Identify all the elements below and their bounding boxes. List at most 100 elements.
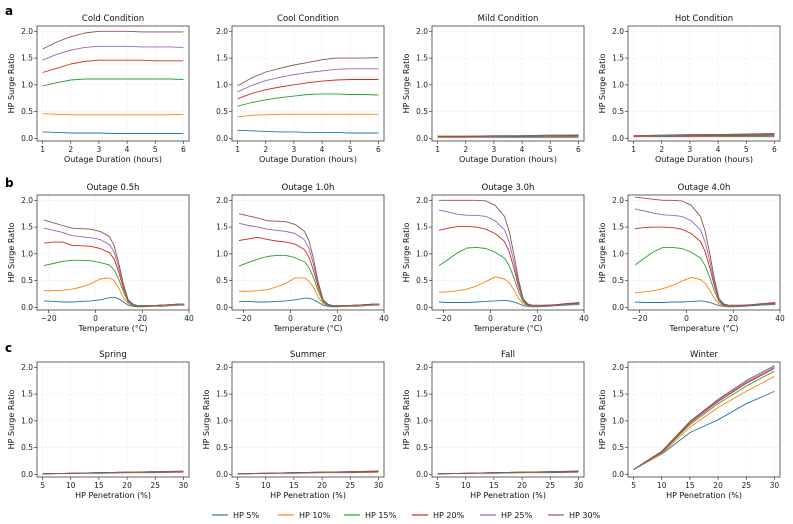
x-tick-label: 10: [66, 481, 76, 490]
x-axis-label: Outage Duration (hours): [64, 155, 162, 164]
axes-frame: [627, 25, 781, 142]
y-tick-label: 2.0: [416, 196, 428, 205]
legend-item-hp-10: HP 10%: [278, 511, 331, 520]
x-axis-label: Outage Duration (hours): [655, 155, 753, 164]
x-tick-label: 20: [122, 481, 132, 490]
x-tick-label: 5: [348, 145, 353, 154]
x-tick-label: 10: [261, 481, 271, 490]
series-line-hp-30: [633, 133, 775, 137]
y-tick-label: 0.5: [612, 276, 624, 285]
panel-title: Fall: [501, 350, 515, 360]
panel-title: Hot Condition: [675, 14, 733, 24]
panel-title: Spring: [99, 350, 126, 360]
axes-frame: [431, 25, 585, 142]
panel-title: Cold Condition: [82, 14, 144, 24]
legend: HP 5% HP 10% HP 15% HP 20% HP 25% HP 30%: [212, 511, 601, 520]
y-tick-label: 1.0: [216, 80, 228, 89]
x-tick-label: 2: [68, 145, 73, 154]
y-tick-label: 0.5: [216, 276, 228, 285]
series-line-hp-10: [42, 113, 184, 116]
x-tick-label: 20: [317, 481, 327, 490]
panel-fall: 5 10 15 20 25 30 0.0 0.5 1.0 1.5 2.0 Fall HP Penetra…: [402, 350, 585, 500]
x-axis-label: HP Penetration (%): [666, 491, 742, 500]
panel-title: Outage 1.0h: [282, 183, 335, 193]
series-line-hp-5: [237, 129, 379, 134]
y-tick-label: 0.0: [416, 470, 428, 479]
x-tick-label: 4: [320, 145, 325, 154]
x-axis-label: HP Penetration (%): [75, 491, 151, 500]
y-tick-label: 0.0: [612, 303, 624, 312]
y-axis-label: HP Surge Ratio: [7, 390, 16, 450]
panel-title: Outage 4.0h: [678, 183, 731, 193]
y-tick-label: 2.0: [612, 363, 624, 372]
series-line-hp-5: [239, 297, 380, 308]
series-line-hp-5: [438, 299, 580, 308]
x-axis-label: HP Penetration (%): [270, 491, 346, 500]
series-line-hp-25: [42, 45, 184, 61]
axes-frame: [627, 194, 781, 311]
series-line-hp-30: [437, 470, 579, 475]
series-line-hp-20: [42, 59, 184, 73]
y-tick-label: 0.5: [416, 107, 428, 116]
x-tick-label: 30: [179, 481, 189, 490]
y-tick-label: 0.5: [612, 107, 624, 116]
y-tick-label: 0.0: [21, 303, 33, 312]
chart-panels: 1 2 3 4 5 6 0.0 0.5 1.0 1.5 2.0 Cold Condition Outag…: [7, 14, 785, 500]
panel-hot-condition: 1 2 3 4 5 6 0.0 0.5 1.0 1.5 2.0 Hot Condition Outage…: [598, 14, 781, 164]
y-tick-label: 1.5: [21, 223, 33, 232]
series-line-hp-30: [42, 30, 184, 50]
series-line-hp-30: [237, 57, 379, 87]
panel-summer: 5 10 15 20 25 30 0.0 0.5 1.0 1.5 2.0 Summer HP Penet…: [202, 350, 385, 500]
x-axis-label: Temperature (°C): [472, 324, 542, 333]
x-tick-label: 4: [125, 145, 130, 154]
x-tick-label: 20: [532, 314, 542, 323]
x-tick-label: 6: [181, 145, 186, 154]
x-tick-label: 5: [631, 481, 636, 490]
x-tick-label: 3: [97, 145, 102, 154]
panel-outage-0-5h: −20 0 20 40 0.0 0.5 1.0 1.5 2.0 Outage 0.5h Temper…: [7, 183, 194, 333]
x-tick-label: 4: [520, 145, 525, 154]
x-axis-label: Temperature (°C): [272, 324, 342, 333]
x-tick-label: 15: [489, 481, 499, 490]
legend-label: HP 10%: [299, 511, 331, 520]
x-axis-label: Outage Duration (hours): [459, 155, 557, 164]
y-tick-label: 0.5: [21, 107, 33, 116]
x-tick-label: 5: [744, 145, 749, 154]
legend-item-hp-15: HP 15%: [344, 511, 397, 520]
x-tick-label: −20: [436, 314, 452, 323]
y-tick-label: 2.0: [21, 27, 33, 36]
x-tick-label: 10: [657, 481, 667, 490]
x-tick-label: 1: [631, 145, 636, 154]
x-tick-label: 15: [94, 481, 104, 490]
panel-title: Summer: [290, 350, 327, 360]
y-tick-label: 1.5: [21, 390, 33, 399]
panel-title: Mild Condition: [478, 14, 539, 24]
panel-outage-1-0h: −20 0 20 40 0.0 0.5 1.0 1.5 2.0 Outage 1.0h Temper…: [216, 183, 389, 333]
axes-frame: [36, 361, 190, 478]
series-line-hp-5: [43, 296, 185, 308]
x-tick-label: 2: [463, 145, 468, 154]
x-tick-label: 3: [688, 145, 693, 154]
x-tick-label: 1: [435, 145, 440, 154]
y-tick-label: 1.5: [216, 223, 228, 232]
x-tick-label: 20: [517, 481, 527, 490]
y-tick-label: 0.5: [416, 443, 428, 452]
y-tick-label: 1.0: [21, 416, 33, 425]
y-tick-label: 1.0: [612, 249, 624, 258]
series-line-hp-30: [633, 365, 775, 470]
y-tick-label: 0.5: [21, 276, 33, 285]
axes-frame: [36, 25, 190, 142]
x-tick-label: 30: [770, 481, 780, 490]
x-tick-label: 3: [292, 145, 297, 154]
y-tick-label: 2.0: [21, 363, 33, 372]
legend-label: HP 25%: [501, 511, 533, 520]
x-axis-label: Temperature (°C): [77, 324, 147, 333]
y-tick-label: 0.0: [21, 470, 33, 479]
y-axis-label: HP Surge Ratio: [7, 54, 16, 114]
legend-item-hp-25: HP 25%: [480, 511, 533, 520]
x-tick-label: 0: [684, 314, 689, 323]
x-tick-label: −20: [632, 314, 648, 323]
series-line-hp-5: [634, 300, 776, 308]
x-axis-label: Temperature (°C): [668, 324, 738, 333]
